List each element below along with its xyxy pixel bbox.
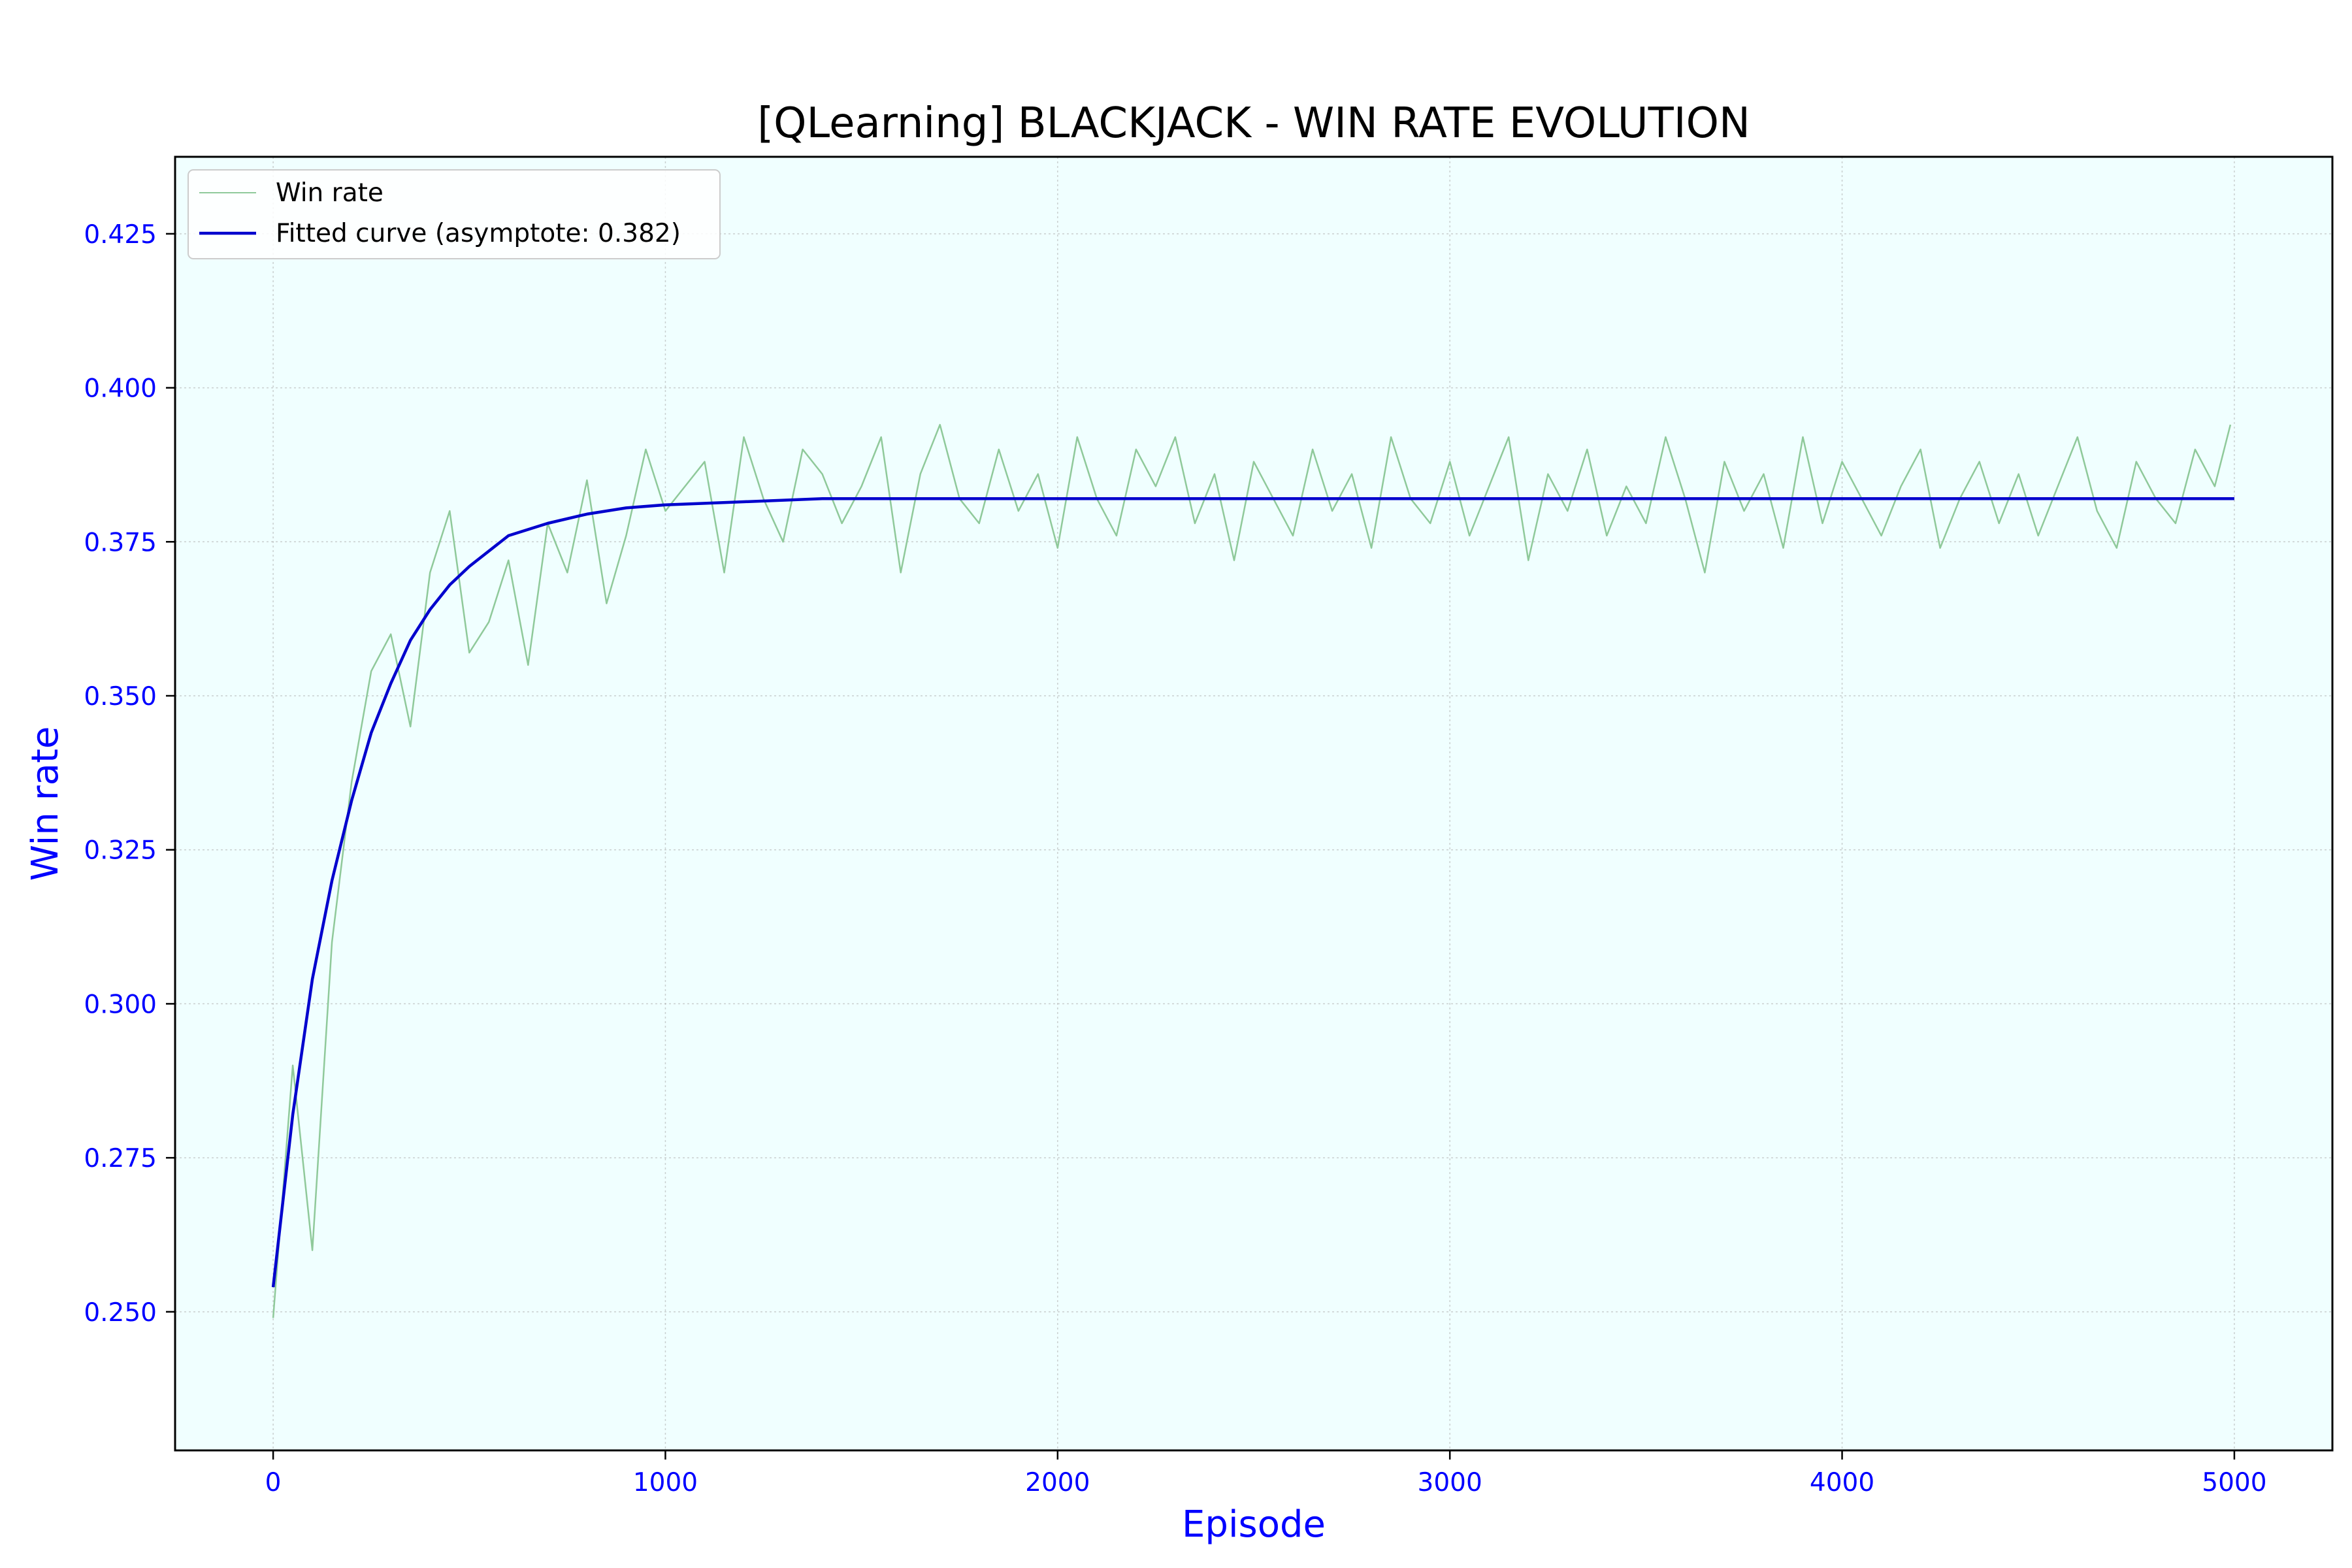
fitted-curve-line (271, 497, 2234, 1288)
ticks: 0 1000 2000 3000 4000 5000 0.250 0.275 0.300 0.32… (84, 220, 2266, 1497)
x-tick-label: 2000 (1025, 1468, 1090, 1497)
chart-title: [QLearning] BLACKJACK - WIN RATE EVOLUTI… (757, 99, 1750, 148)
y-tick-label: 0.425 (84, 220, 157, 250)
y-tick-label: 0.250 (84, 1298, 157, 1328)
x-tick-label: 4000 (1810, 1468, 1874, 1497)
y-tick-label: 0.300 (84, 990, 157, 1019)
x-tick-label: 5000 (2202, 1468, 2266, 1497)
series-layer (271, 423, 2234, 1318)
y-tick-label: 0.350 (84, 682, 157, 711)
y-axis-title: Win rate (24, 727, 67, 881)
grid (175, 157, 2332, 1450)
y-tick-label: 0.375 (84, 528, 157, 557)
legend: Win rate Fitted curve (asymptote: 0.382) (188, 169, 721, 259)
x-tick-label: 0 (265, 1468, 282, 1497)
win-rate-line (272, 423, 2232, 1318)
x-tick-label: 1000 (633, 1468, 698, 1497)
plot-frame (174, 155, 2334, 1452)
y-tick-label: 0.325 (84, 836, 157, 866)
y-tick-label: 0.400 (84, 374, 157, 404)
legend-label-fitted-curve: Fitted curve (asymptote: 0.382) (276, 219, 681, 248)
x-axis-title: Episode (1182, 1503, 1326, 1546)
legend-box (188, 169, 721, 259)
y-tick-label: 0.275 (84, 1144, 157, 1173)
x-tick-label: 3000 (1418, 1468, 1482, 1497)
plot-background (175, 157, 2332, 1450)
legend-label-win-rate: Win rate (276, 178, 384, 208)
